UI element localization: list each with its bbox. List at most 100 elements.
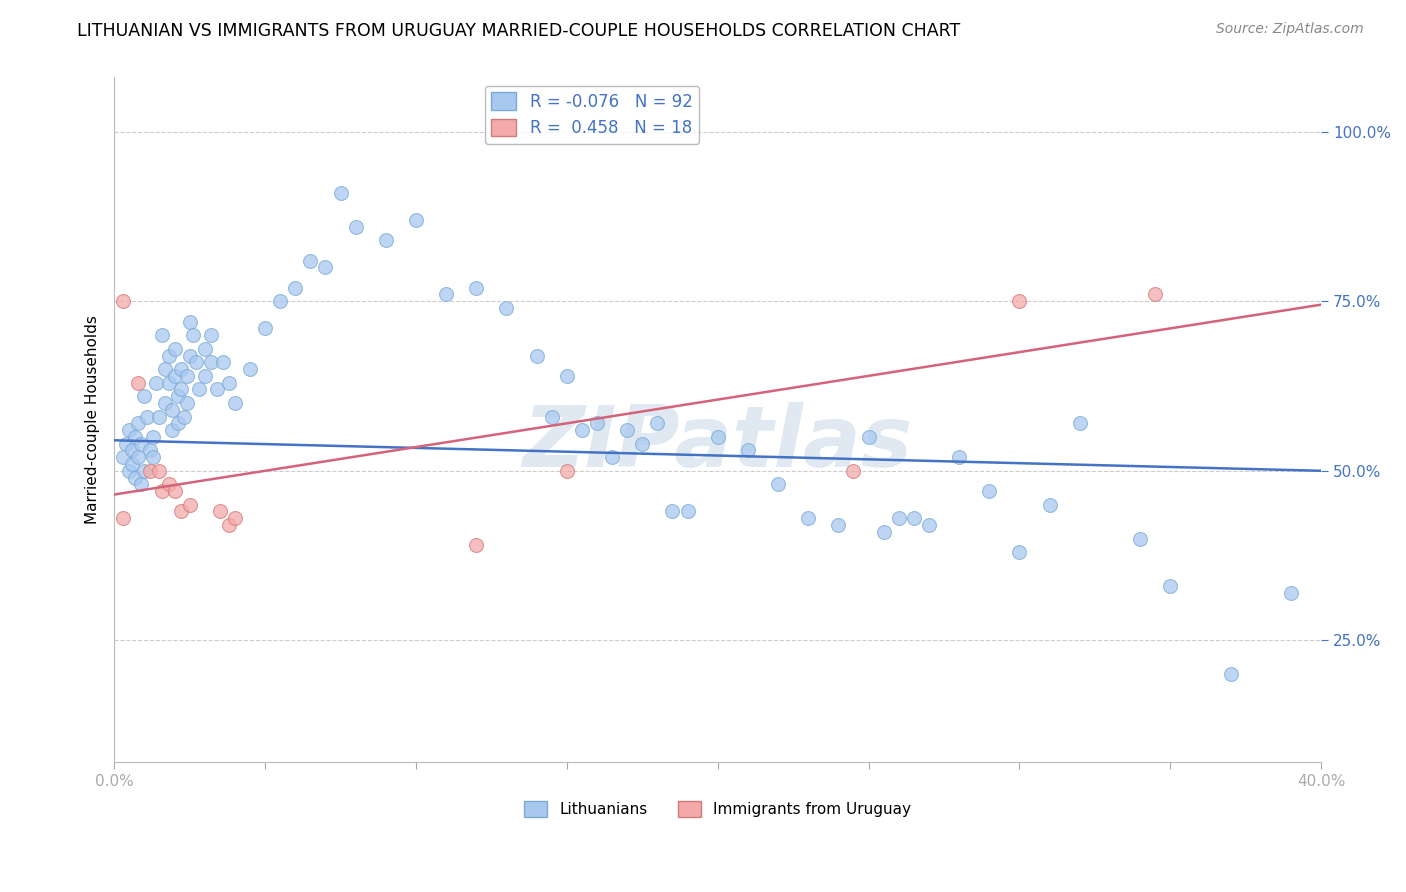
Point — [169, 383, 191, 397]
Point — [284, 281, 307, 295]
Point — [211, 355, 233, 369]
Y-axis label: Married-couple Households: Married-couple Households — [86, 316, 100, 524]
Point — [157, 477, 180, 491]
Point — [136, 409, 159, 424]
Point — [112, 450, 135, 465]
Point — [706, 430, 728, 444]
Point — [872, 524, 894, 539]
Point — [160, 423, 183, 437]
Point — [631, 436, 654, 450]
Point — [858, 430, 880, 444]
Point — [495, 301, 517, 315]
Point — [218, 376, 240, 390]
Point — [194, 368, 217, 383]
Point — [157, 376, 180, 390]
Point — [179, 315, 201, 329]
Point — [526, 349, 548, 363]
Point — [766, 477, 789, 491]
Point — [200, 355, 222, 369]
Point — [142, 450, 165, 465]
Point — [148, 409, 170, 424]
Point — [121, 457, 143, 471]
Point — [218, 518, 240, 533]
Point — [176, 368, 198, 383]
Text: Source: ZipAtlas.com: Source: ZipAtlas.com — [1216, 22, 1364, 37]
Point — [184, 355, 207, 369]
Point — [1219, 667, 1241, 681]
Point — [647, 417, 669, 431]
Point — [299, 253, 322, 268]
Point — [124, 470, 146, 484]
Point — [152, 484, 174, 499]
Point — [139, 443, 162, 458]
Point — [616, 423, 638, 437]
Point — [1008, 294, 1031, 309]
Point — [127, 450, 149, 465]
Point — [224, 511, 246, 525]
Point — [127, 376, 149, 390]
Point — [173, 409, 195, 424]
Point — [112, 511, 135, 525]
Point — [152, 328, 174, 343]
Point — [166, 417, 188, 431]
Point — [134, 389, 156, 403]
Point — [948, 450, 970, 465]
Point — [239, 362, 262, 376]
Point — [1039, 498, 1062, 512]
Text: ZIPatlas: ZIPatlas — [523, 402, 912, 485]
Point — [269, 294, 291, 309]
Point — [827, 518, 849, 533]
Point — [405, 212, 427, 227]
Point — [887, 511, 910, 525]
Point — [166, 389, 188, 403]
Point — [918, 518, 941, 533]
Text: LITHUANIAN VS IMMIGRANTS FROM URUGUAY MARRIED-COUPLE HOUSEHOLDS CORRELATION CHAR: LITHUANIAN VS IMMIGRANTS FROM URUGUAY MA… — [77, 22, 960, 40]
Point — [1144, 287, 1167, 301]
Point — [179, 498, 201, 512]
Point — [374, 233, 396, 247]
Point — [842, 464, 865, 478]
Point — [314, 260, 336, 275]
Point — [157, 349, 180, 363]
Point — [1159, 579, 1181, 593]
Point — [661, 504, 683, 518]
Point — [163, 342, 186, 356]
Point — [571, 423, 593, 437]
Point — [344, 219, 367, 234]
Point — [737, 443, 759, 458]
Legend: Lithuanians, Immigrants from Uruguay: Lithuanians, Immigrants from Uruguay — [517, 795, 917, 823]
Point — [1279, 586, 1302, 600]
Point — [600, 450, 623, 465]
Point — [127, 417, 149, 431]
Point — [155, 362, 177, 376]
Point — [148, 464, 170, 478]
Point — [176, 396, 198, 410]
Point — [118, 464, 141, 478]
Point — [434, 287, 457, 301]
Point — [142, 430, 165, 444]
Point — [169, 504, 191, 518]
Point — [465, 538, 488, 552]
Point — [586, 417, 609, 431]
Point — [163, 484, 186, 499]
Point — [179, 349, 201, 363]
Point — [1069, 417, 1091, 431]
Point — [187, 383, 209, 397]
Point — [131, 477, 153, 491]
Point — [131, 436, 153, 450]
Point — [124, 430, 146, 444]
Point — [903, 511, 925, 525]
Point — [139, 464, 162, 478]
Point — [134, 464, 156, 478]
Point — [121, 443, 143, 458]
Point — [555, 464, 578, 478]
Point — [676, 504, 699, 518]
Point — [118, 423, 141, 437]
Point — [169, 362, 191, 376]
Point — [1129, 532, 1152, 546]
Point — [224, 396, 246, 410]
Point — [160, 402, 183, 417]
Point — [200, 328, 222, 343]
Point — [208, 504, 231, 518]
Point — [540, 409, 562, 424]
